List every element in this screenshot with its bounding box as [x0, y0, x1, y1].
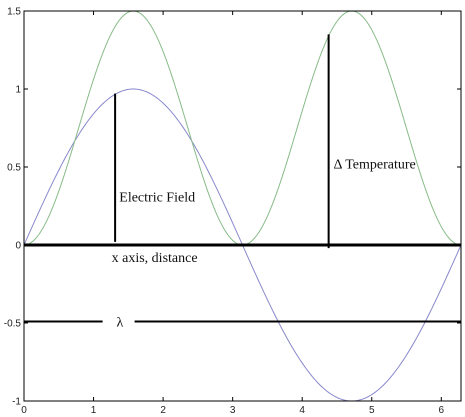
x-tick-label-6: 6: [439, 405, 445, 416]
ticks-layer: 0 1 2 3 4 5 6 -1 -0.5 0 0.5 1 1.5: [4, 7, 461, 416]
x-tick-label-3: 3: [230, 405, 236, 416]
x-tick-label-0: 0: [21, 405, 27, 416]
wavelength-label: λ: [117, 315, 124, 330]
x-tick-label-4: 4: [299, 405, 305, 416]
y-tick-label-1: -0.5: [4, 319, 22, 330]
axes-frame: [23, 10, 462, 402]
y-tick-label-5: 1.5: [7, 7, 21, 18]
x-axis-annotation-label: x axis, distance: [112, 251, 198, 266]
y-tick-label-2: 0: [15, 241, 21, 252]
delta-temperature-label: Δ Temperature: [333, 158, 415, 173]
axes-layer: [23, 10, 462, 402]
electric-field-label: Electric Field: [119, 190, 195, 205]
y-tick-label-0: -1: [12, 397, 21, 408]
y-tick-label-3: 0.5: [7, 163, 21, 174]
annotation-layer: x axis, distance Electric Field Δ Temperat…: [24, 34, 461, 330]
x-tick-label-5: 5: [369, 405, 375, 416]
y-tick-label-4: 1: [15, 85, 21, 96]
x-tick-label-1: 1: [91, 405, 97, 416]
x-tick-label-2: 2: [160, 405, 166, 416]
